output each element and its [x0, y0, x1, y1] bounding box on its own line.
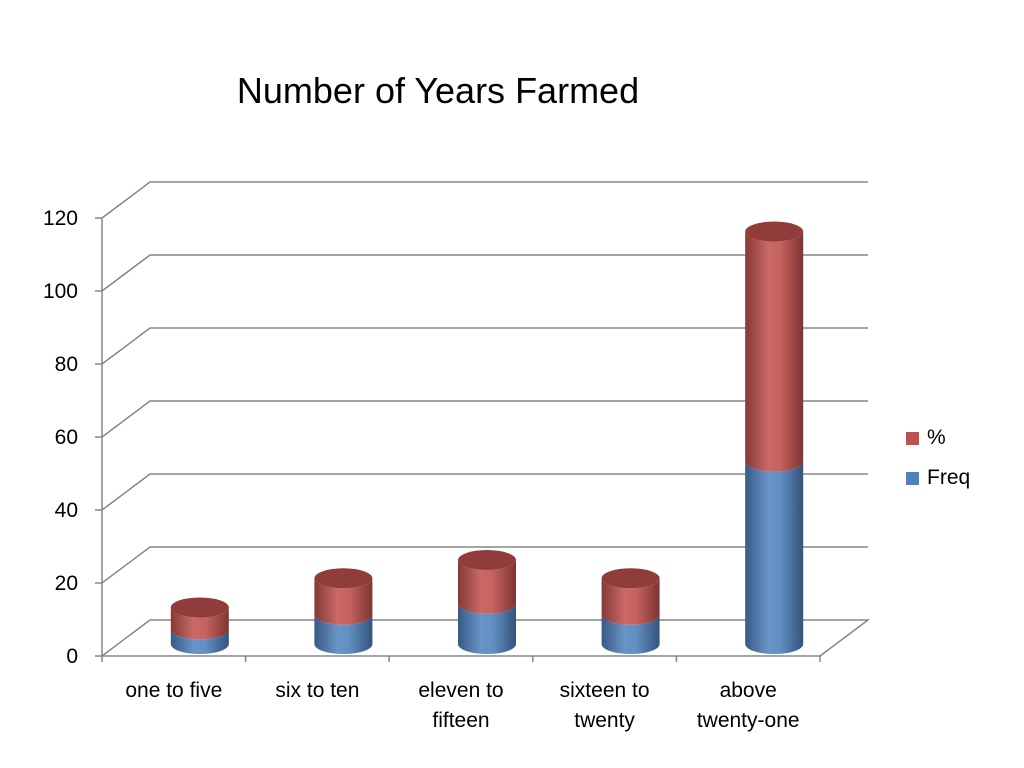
x-tick-label: one to five: [125, 679, 222, 702]
gridline: [101, 473, 868, 511]
floor-edge: [150, 619, 871, 657]
bar-stack: [601, 568, 660, 654]
bar-percent-top: [458, 550, 516, 571]
bar-freq: [314, 614, 373, 654]
legend-swatch: [906, 431, 919, 445]
legend-label: Freq: [927, 466, 971, 489]
y-tick-label: 100: [43, 280, 78, 303]
x-tick-label: eleven to fifteen: [418, 679, 503, 732]
bar-stack: [170, 597, 229, 654]
bar-percent: [314, 578, 373, 625]
bar-percent-top: [314, 568, 373, 589]
legend-label: %: [927, 426, 946, 449]
bar-stack: [745, 221, 804, 654]
gridline: [101, 400, 868, 438]
y-tick-label: 20: [55, 572, 78, 595]
y-tick-label: 120: [43, 207, 78, 230]
x-tick-label: sixteen to twenty: [560, 679, 650, 732]
gridline: [101, 181, 868, 219]
bar-freq: [458, 603, 516, 654]
bar-freq: [601, 614, 660, 654]
bar-percent-top: [745, 221, 804, 242]
y-tick-label: 80: [55, 353, 78, 376]
legend-item: %: [906, 418, 970, 458]
bar-percent: [170, 607, 229, 640]
bar-freq: [745, 461, 804, 654]
bar-stack: [458, 550, 516, 654]
gridline: [101, 546, 868, 584]
legend-swatch: [906, 471, 919, 485]
y-tick-label: 60: [55, 426, 78, 449]
legend: % Freq: [906, 418, 970, 498]
bar-percent: [745, 231, 804, 472]
chart-title: Number of Years Farmed: [236, 70, 640, 111]
bar-freq: [170, 629, 229, 654]
floor-edge: [101, 619, 151, 657]
x-tick-label: six to ten: [275, 679, 359, 702]
bar-stack: [314, 568, 373, 654]
bar-percent: [601, 578, 660, 625]
legend-item: Freq: [906, 458, 970, 498]
gridline: [101, 254, 868, 292]
bar-percent: [458, 560, 516, 614]
gridline: [101, 327, 868, 365]
x-tick-label: above twenty-one: [697, 679, 800, 732]
bar-percent-top: [601, 568, 660, 589]
y-tick-label: 40: [55, 499, 78, 522]
y-tick-label: 0: [66, 645, 78, 668]
gridlines: [101, 181, 871, 657]
bar-percent-top: [170, 597, 229, 618]
